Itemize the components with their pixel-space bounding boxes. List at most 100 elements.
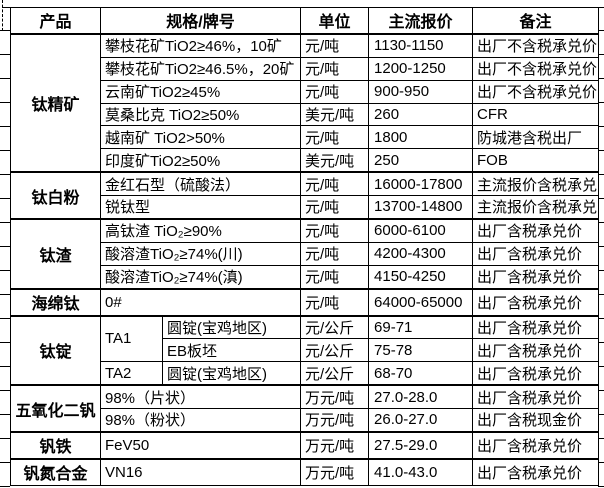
spec-cell: 锐钛型 <box>99 195 302 220</box>
note-cell: 出厂含税现金价 <box>472 408 600 433</box>
unit-cell: 元/吨 <box>300 79 370 104</box>
table-row: 攀枝花矿TiO2≥46.5%，20矿 元/吨 1200-1250 出厂不含税承兑… <box>11 56 600 81</box>
spec-cell: 98%（片状） <box>99 384 302 410</box>
note-cell: 出厂含税承兑价 <box>472 217 600 243</box>
note-cell: CFR <box>472 102 600 127</box>
header-row: 产品 规格/牌号 单位 主流报价 备注 <box>10 6 600 36</box>
spec-cell: 攀枝花矿TiO2≥46%，10矿 <box>99 32 302 58</box>
note-cell: 出厂含税承兑价 <box>472 430 600 460</box>
note-cell: 主流报价含税承兑 <box>472 171 600 197</box>
note-cell: 出厂含税承兑价 <box>472 457 600 486</box>
spec-cell: 圆锭(宝鸡地区) <box>161 314 302 340</box>
unit-cell: 元/公斤 <box>300 338 370 363</box>
price-cell: 27.0-28.0 <box>368 384 474 410</box>
spec-cell: 酸溶渣TiO₂≥74%(滇) <box>99 264 302 290</box>
table-row: 钛白粉 金红石型（硫酸法） 元/吨 16000-17800 主流报价含税承兑 <box>10 171 600 220</box>
unit-cell: 万元/吨 <box>300 430 370 460</box>
unit-cell: 元/吨 <box>300 171 370 197</box>
note-cell: 出厂不含税承兑价 <box>472 32 600 58</box>
table-row: 钛渣 高钛渣 TiO₂≥90% 元/吨 6000-6100 出厂含税承兑价 <box>10 217 600 290</box>
price-cell: 1200-1250 <box>368 56 474 81</box>
note-cell: 出厂含税承兑价 <box>472 361 600 386</box>
table-row: 海绵钛 0# 元/吨 64000-65000 出厂含税承兑价 <box>10 287 600 317</box>
table-row: 云南矿TiO2≥45% 元/吨 900-950 出厂不含税承兑价 <box>11 79 600 104</box>
unit-cell: 元/公斤 <box>300 314 370 340</box>
price-cell: 13700-14800 <box>368 195 474 220</box>
spec-cell: VN16 <box>99 457 302 486</box>
spec-cell: 金红石型（硫酸法） <box>99 171 302 197</box>
note-cell: 出厂含税承兑价 <box>472 264 600 290</box>
price-cell: 27.5-29.0 <box>368 430 474 460</box>
spec-cell: 攀枝花矿TiO2≥46.5%，20矿 <box>99 56 302 81</box>
price-cell: 1130-1150 <box>368 32 474 58</box>
price-cell: 260 <box>368 102 474 127</box>
unit-cell: 元/吨 <box>300 287 370 317</box>
product-group-cell: 钛白粉 <box>10 171 101 220</box>
unit-cell: 元/吨 <box>300 125 370 150</box>
table-row: 钛锭 TA1 圆锭(宝鸡地区) 元/公斤 69-71 出厂含税承兑价 <box>10 314 600 386</box>
price-cell: 4200-4300 <box>368 241 474 266</box>
note-cell: 出厂含税承兑价 <box>472 241 600 266</box>
table-row: 莫桑比克 TiO2≥50% 美元/吨 260 CFR <box>11 102 600 127</box>
grade-cell: TA1 <box>100 314 163 363</box>
price-cell: 75-78 <box>368 338 474 363</box>
price-cell: 4150-4250 <box>368 264 474 290</box>
unit-cell: 美元/吨 <box>300 102 370 127</box>
price-cell: 68-70 <box>368 361 474 386</box>
table-row: 酸溶渣TiO₂≥74%(川) 元/吨 4200-4300 出厂含税承兑价 <box>11 241 600 266</box>
price-cell: 6000-6100 <box>368 217 474 243</box>
table-row: 钒铁 FeV50 万元/吨 27.5-29.0 出厂含税承兑价 <box>10 430 600 460</box>
unit-cell: 美元/吨 <box>300 148 370 173</box>
unit-cell: 元/吨 <box>300 264 370 290</box>
product-group-cell: 钛渣 <box>10 217 101 290</box>
gridline-stubs-left <box>0 7 10 487</box>
unit-cell: 元/吨 <box>300 32 370 58</box>
col-header-price: 主流报价 <box>368 6 474 36</box>
price-cell: 250 <box>368 148 474 173</box>
product-group-cell: 钒氮合金 <box>10 457 101 486</box>
unit-cell: 万元/吨 <box>300 384 370 410</box>
unit-cell: 元/吨 <box>300 56 370 81</box>
price-cell: 900-950 <box>368 79 474 104</box>
grade-cell: TA2 <box>100 361 163 386</box>
note-cell: 出厂含税承兑价 <box>472 384 600 410</box>
spec-cell: 云南矿TiO2≥45% <box>99 79 302 104</box>
table-row: TA2 圆锭(宝鸡地区) 元/公斤 68-70 出厂含税承兑价 <box>11 361 600 386</box>
spec-cell: FeV50 <box>99 430 302 460</box>
unit-cell: 万元/吨 <box>300 408 370 433</box>
note-cell: 出厂含税承兑价 <box>472 314 600 340</box>
product-group-cell: 钛锭 <box>10 314 101 386</box>
gridline-stubs-right <box>598 7 604 487</box>
table-row: 五氧化二钒 98%（片状） 万元/吨 27.0-28.0 出厂含税承兑价 <box>10 384 600 433</box>
table-row: 锐钛型 元/吨 13700-14800 主流报价含税承兑 <box>11 195 600 220</box>
unit-cell: 万元/吨 <box>300 457 370 486</box>
product-group-cell: 钒铁 <box>10 430 101 460</box>
table-row: 钛精矿 攀枝花矿TiO2≥46%，10矿 元/吨 1130-1150 出厂不含税… <box>10 32 600 173</box>
note-cell: 主流报价含税承兑 <box>472 195 600 220</box>
spec-cell: 圆锭(宝鸡地区) <box>161 361 302 386</box>
col-header-product: 产品 <box>10 6 101 36</box>
price-cell: 16000-17800 <box>368 171 474 197</box>
note-cell: FOB <box>472 148 600 173</box>
price-cell: 69-71 <box>368 314 474 340</box>
price-cell: 26.0-27.0 <box>368 408 474 433</box>
col-header-unit: 单位 <box>300 6 370 36</box>
spec-cell: 98%（粉状） <box>99 408 302 433</box>
unit-cell: 元/吨 <box>300 217 370 243</box>
product-group-cell: 五氧化二钒 <box>10 384 101 433</box>
spec-cell: 莫桑比克 TiO2≥50% <box>99 102 302 127</box>
note-cell: 防城港含税出厂 <box>472 125 600 150</box>
price-table: 产品 规格/牌号 单位 主流报价 备注 钛精矿 攀枝花矿TiO2≥46%，10矿… <box>10 6 600 486</box>
price-cell: 1800 <box>368 125 474 150</box>
spec-cell: 0# <box>99 287 302 317</box>
unit-cell: 元/吨 <box>300 195 370 220</box>
spec-cell: 高钛渣 TiO₂≥90% <box>99 217 302 243</box>
col-header-spec: 规格/牌号 <box>99 6 302 36</box>
unit-cell: 元/吨 <box>300 241 370 266</box>
product-group-cell: 海绵钛 <box>10 287 101 317</box>
table-row: 越南矿 TiO2>50% 元/吨 1800 防城港含税出厂 <box>11 125 600 150</box>
spec-cell: EB板坯 <box>161 338 302 363</box>
price-cell: 41.0-43.0 <box>368 457 474 486</box>
product-group-cell: 钛精矿 <box>10 32 101 173</box>
